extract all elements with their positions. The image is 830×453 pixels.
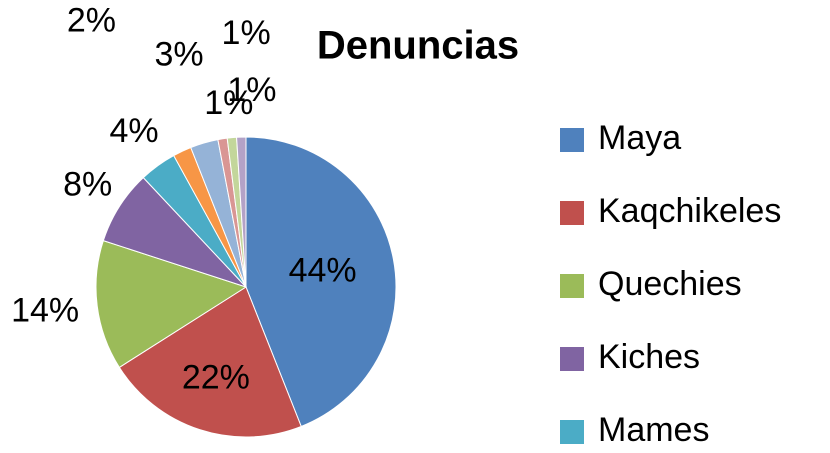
legend-swatch <box>560 420 584 444</box>
data-label: 22% <box>182 359 250 397</box>
data-label: 4% <box>109 112 158 150</box>
legend-swatch <box>560 128 584 152</box>
legend-swatch <box>560 201 584 225</box>
pie-slice <box>95 240 248 369</box>
legend-label: Kiches <box>598 338 700 376</box>
legend-label: Quechies <box>598 265 742 303</box>
data-label: 8% <box>63 166 112 204</box>
legend-label: Maya <box>598 119 681 157</box>
legend-label: Kaqchikeles <box>598 192 781 230</box>
data-label: 1% <box>222 14 271 52</box>
data-label: 44% <box>289 251 357 289</box>
legend-swatch <box>560 347 584 371</box>
data-label: 1% <box>204 84 253 122</box>
chart-title: Denuncias <box>317 24 519 68</box>
legend-label: Mames <box>598 411 709 449</box>
data-label: 2% <box>67 1 116 39</box>
data-label: 3% <box>154 36 203 74</box>
pie-slice <box>245 136 397 428</box>
pie-slice <box>236 136 247 288</box>
pie-slice <box>118 286 302 438</box>
legend-swatch <box>560 274 584 298</box>
data-label: 14% <box>11 291 79 329</box>
data-label: 1% <box>227 71 276 109</box>
